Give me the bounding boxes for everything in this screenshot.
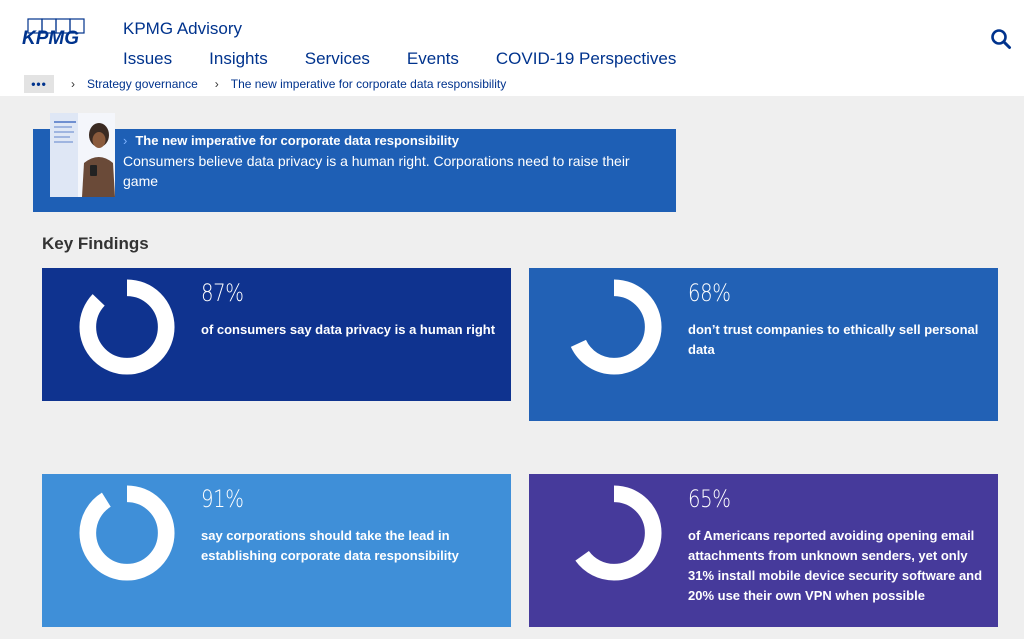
banner-title: The new imperative for corporate data re…	[135, 133, 459, 148]
chevron-right-icon: ›	[214, 77, 219, 91]
finding-percent: 68%	[688, 279, 731, 307]
donut-chart-icon	[79, 279, 175, 375]
donut-arc	[566, 279, 662, 375]
donut-arc	[79, 485, 175, 581]
chevron-right-icon: ›	[71, 77, 75, 91]
nav-covid-19-perspectives[interactable]: COVID-19 Perspectives	[495, 49, 677, 68]
chevron-right-icon: ›	[123, 133, 128, 148]
site-title[interactable]: KPMG Advisory	[123, 19, 243, 38]
breadcrumb-more-button[interactable]: •••	[24, 75, 54, 93]
banner-heading[interactable]: › The new imperative for corporate data …	[123, 133, 459, 148]
donut-chart-icon	[566, 485, 662, 581]
report-cover-thumbnail	[50, 113, 115, 197]
finding-text: say corporations should take the lead in…	[201, 528, 459, 563]
donut-arc	[566, 485, 662, 581]
search-icon[interactable]	[990, 28, 1012, 50]
key-findings-title: Key Findings	[42, 234, 149, 253]
site-header: KPMG KPMG Advisory Issues Insights Servi…	[0, 0, 1024, 96]
donut-arc	[79, 279, 175, 375]
main-nav: Issues Insights Services Events COVID-19…	[123, 49, 713, 69]
nav-events[interactable]: Events	[406, 49, 459, 68]
finding-text: don’t trust companies to ethically sell …	[688, 322, 979, 357]
donut-chart-icon	[566, 279, 662, 375]
banner-description: Consumers believe data privacy is a huma…	[123, 153, 630, 189]
finding-percent: 91%	[201, 485, 244, 513]
finding-card-4: 65% of Americans reported avoiding openi…	[529, 474, 998, 627]
finding-percent: 87%	[201, 279, 244, 307]
breadcrumb-current-page[interactable]: The new imperative for corporate data re…	[230, 77, 507, 91]
kpmg-logo[interactable]: KPMG	[20, 18, 88, 50]
finding-percent: 65%	[688, 485, 731, 513]
finding-text: of consumers say data privacy is a human…	[201, 322, 496, 337]
finding-text: of Americans reported avoiding opening e…	[688, 528, 983, 603]
logo-wordmark: KPMG	[22, 28, 79, 49]
finding-card-2: 68% don’t trust companies to ethically s…	[529, 268, 998, 421]
article-banner[interactable]: › The new imperative for corporate data …	[33, 113, 676, 212]
nav-insights[interactable]: Insights	[209, 49, 268, 68]
finding-card-3: 91% say corporations should take the lea…	[42, 474, 511, 627]
finding-card-1: 87% of consumers say data privacy is a h…	[42, 268, 511, 401]
nav-services[interactable]: Services	[304, 49, 370, 68]
breadcrumb: ••• › Strategy governance › The new impe…	[24, 74, 506, 94]
nav-issues[interactable]: Issues	[123, 49, 173, 68]
donut-chart-icon	[79, 485, 175, 581]
breadcrumb-strategy-governance[interactable]: Strategy governance	[87, 77, 198, 91]
